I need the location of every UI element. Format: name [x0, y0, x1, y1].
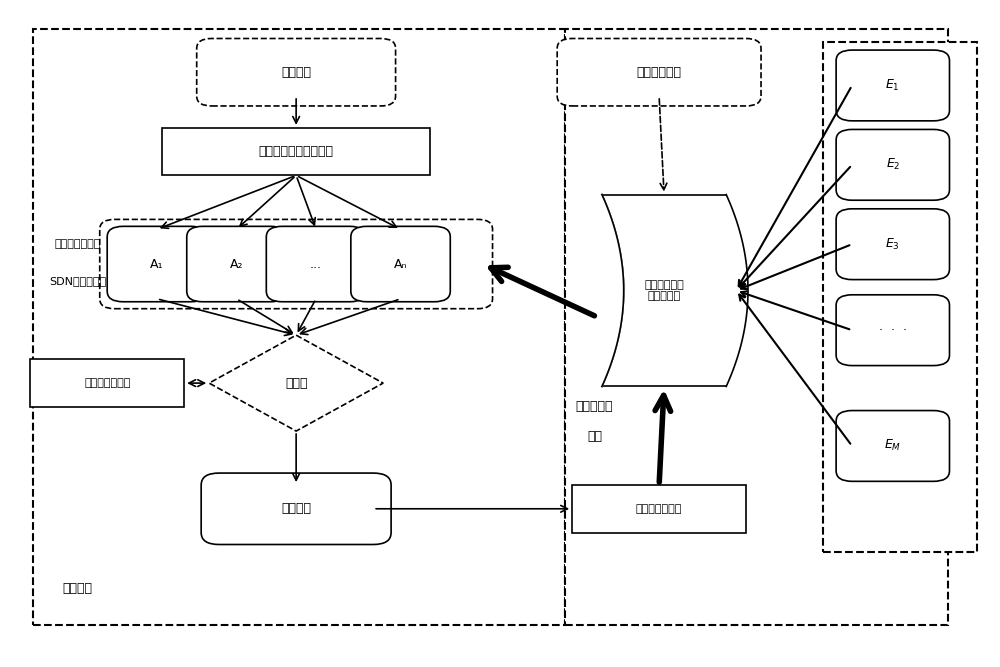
FancyBboxPatch shape [351, 226, 450, 301]
FancyBboxPatch shape [836, 295, 949, 366]
Text: ·  ·  ·: · · · [879, 323, 907, 337]
FancyBboxPatch shape [201, 473, 391, 544]
Bar [602, 195, 726, 386]
Text: 权重值动态: 权重值动态 [576, 400, 613, 413]
Text: 输入代理（请求分发）: 输入代理（请求分发） [259, 145, 334, 158]
Text: $E_1$: $E_1$ [885, 78, 900, 93]
Text: 相似度计算单元: 相似度计算单元 [84, 378, 130, 388]
FancyBboxPatch shape [836, 50, 949, 121]
FancyBboxPatch shape [107, 226, 207, 301]
Polygon shape [602, 195, 624, 386]
FancyBboxPatch shape [836, 209, 949, 279]
FancyBboxPatch shape [187, 226, 286, 301]
Text: $E_M$: $E_M$ [884, 438, 901, 454]
Polygon shape [209, 335, 383, 431]
FancyBboxPatch shape [197, 39, 396, 106]
Text: 输入激励: 输入激励 [281, 66, 311, 79]
Text: 单次请求周期内: 单次请求周期内 [54, 239, 101, 249]
Text: ...: ... [310, 257, 322, 271]
Text: 负反馈调节单元: 负反馈调节单元 [636, 504, 682, 514]
Text: A₂: A₂ [230, 257, 243, 271]
Text: $E_2$: $E_2$ [886, 157, 900, 172]
Text: 裁决器: 裁决器 [285, 377, 307, 390]
Text: 裁决架构: 裁决架构 [62, 582, 92, 595]
Bar [823, 43, 977, 552]
Text: 基于权重值随
机选择算法: 基于权重值随 机选择算法 [644, 279, 684, 301]
FancyBboxPatch shape [557, 39, 761, 106]
Text: $E_3$: $E_3$ [885, 237, 900, 251]
FancyBboxPatch shape [836, 411, 949, 482]
Bar [30, 360, 184, 407]
FancyBboxPatch shape [836, 129, 949, 200]
Bar [33, 29, 565, 624]
Text: 调节: 调节 [587, 430, 602, 442]
Bar [162, 128, 430, 175]
FancyBboxPatch shape [266, 226, 366, 301]
Text: 结果下发: 结果下发 [281, 502, 311, 516]
Text: 初始权重设置: 初始权重设置 [637, 66, 682, 79]
Text: Aₙ: Aₙ [394, 257, 407, 271]
Text: SDN控制器集合: SDN控制器集合 [49, 275, 106, 285]
FancyBboxPatch shape [100, 219, 493, 309]
Text: A₁: A₁ [150, 257, 164, 271]
Bar [565, 29, 948, 624]
Bar [572, 485, 746, 532]
